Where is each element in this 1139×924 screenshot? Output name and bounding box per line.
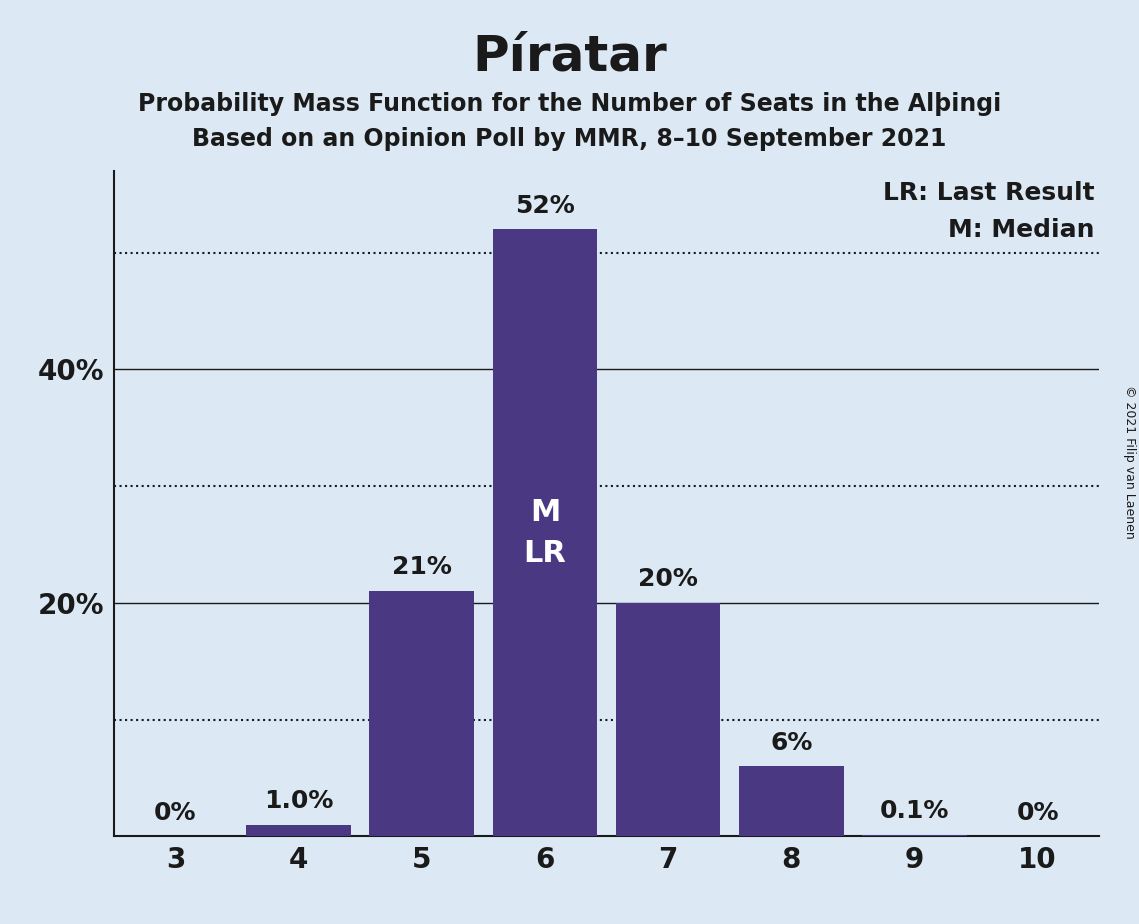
Text: 0.1%: 0.1% (879, 799, 949, 823)
Bar (862, 835, 967, 836)
Text: 21%: 21% (392, 555, 452, 579)
Text: Based on an Opinion Poll by MMR, 8–10 September 2021: Based on an Opinion Poll by MMR, 8–10 Se… (192, 127, 947, 151)
Text: 1.0%: 1.0% (264, 789, 334, 813)
Bar (369, 591, 474, 836)
Text: 52%: 52% (515, 194, 575, 218)
Text: LR: Last Result: LR: Last Result (883, 181, 1095, 205)
Bar (616, 602, 721, 836)
Text: M
LR: M LR (524, 498, 566, 567)
Text: © 2021 Filip van Laenen: © 2021 Filip van Laenen (1123, 385, 1137, 539)
Text: Píratar: Píratar (473, 32, 666, 80)
Bar (739, 766, 844, 836)
Text: M: Median: M: Median (948, 217, 1095, 241)
Text: 6%: 6% (770, 731, 812, 755)
Text: 0%: 0% (1016, 800, 1059, 824)
Text: Probability Mass Function for the Number of Seats in the Alþingi: Probability Mass Function for the Number… (138, 92, 1001, 116)
Text: 0%: 0% (154, 800, 197, 824)
Bar (246, 824, 351, 836)
Bar (492, 229, 597, 836)
Text: 20%: 20% (638, 567, 698, 591)
